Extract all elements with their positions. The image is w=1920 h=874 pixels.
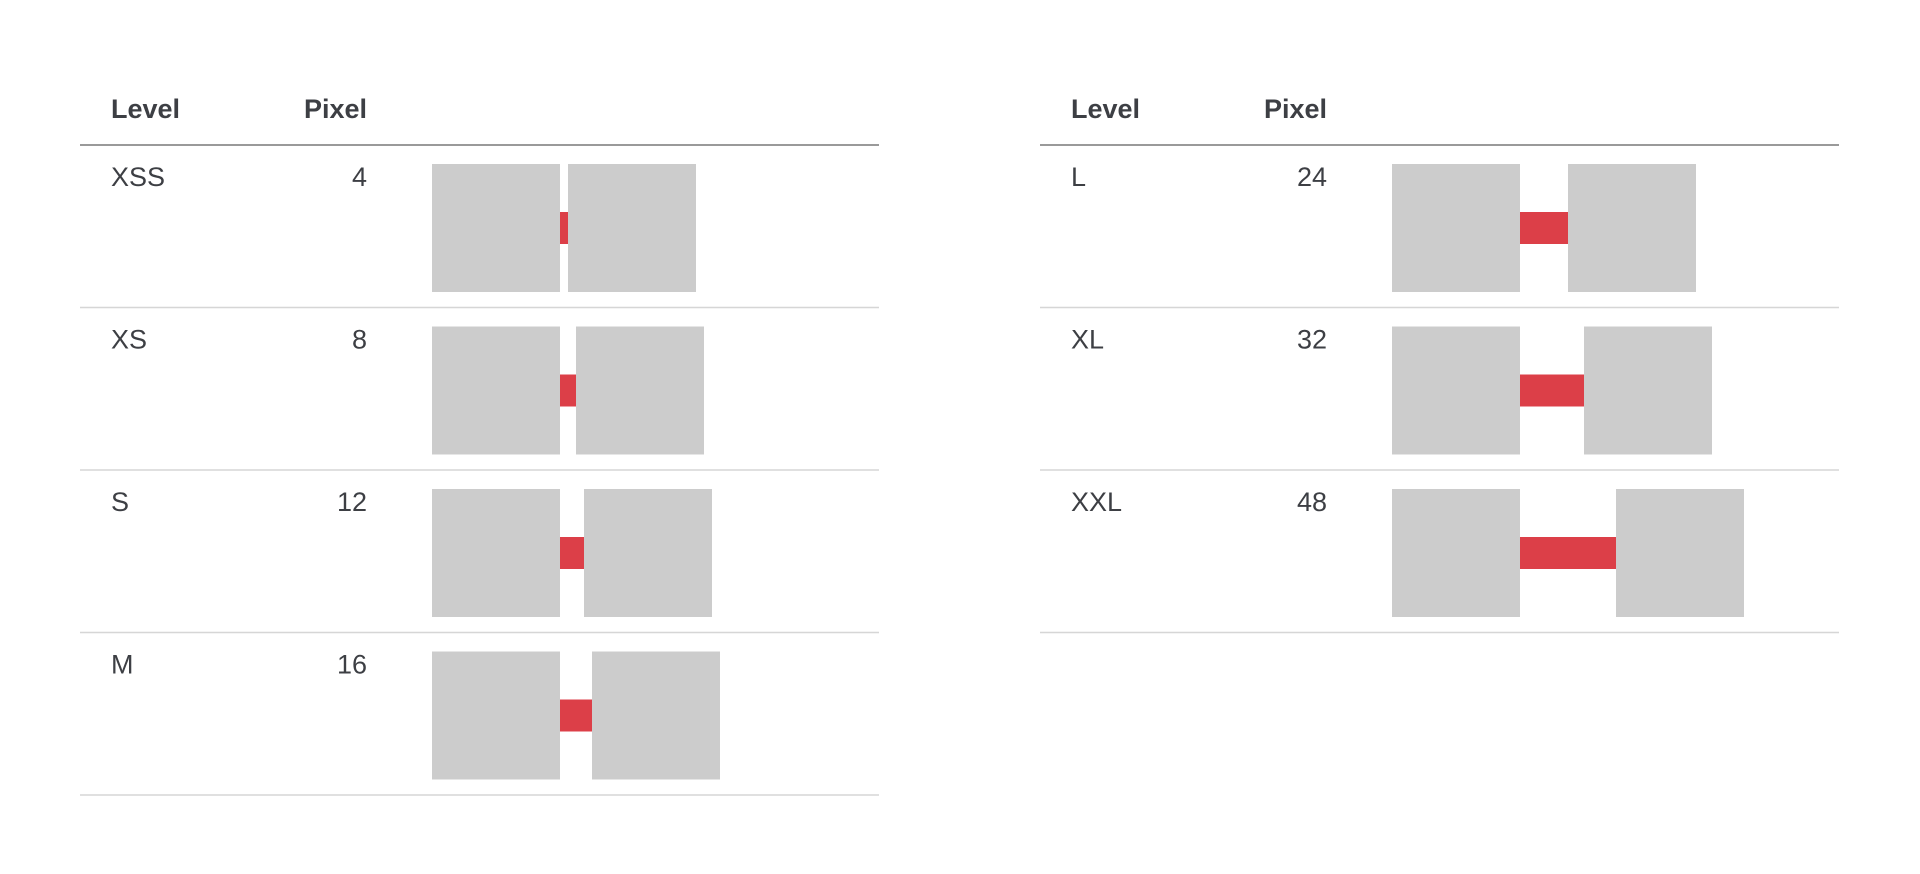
level-cell: XSS [111,162,165,192]
level-cell: L [1071,162,1086,192]
box-left [1392,164,1520,292]
box-left [432,489,560,617]
spacing-bar [1520,537,1616,569]
spacing-bar [560,699,592,732]
level-cell: XL [1071,325,1104,355]
pixel-cell: 24 [1297,162,1327,192]
box-right [1568,164,1696,292]
box-left [1392,326,1520,455]
box-right [592,651,720,780]
spacing-bar [1520,374,1584,407]
level-cell: XS [111,325,147,355]
level-cell: S [111,487,129,517]
box-right [576,326,704,455]
pixel-cell: 48 [1297,487,1327,517]
pixel-cell: 16 [337,650,367,680]
level-cell: M [111,650,134,680]
box-left [432,164,560,292]
box-right [568,164,696,292]
spacing-bar [560,212,568,244]
header-level: Level [1071,94,1140,124]
box-right [1616,489,1744,617]
header-pixel: Pixel [1264,94,1327,124]
level-cell: XXL [1071,487,1122,517]
box-right [1584,326,1712,455]
pixel-cell: 12 [337,487,367,517]
pixel-cell: 4 [352,162,367,192]
pixel-cell: 8 [352,325,367,355]
box-right [584,489,712,617]
spacing-bar [560,374,576,407]
header-pixel: Pixel [304,94,367,124]
spacing-bar [560,537,584,569]
box-left [432,651,560,780]
box-left [1392,489,1520,617]
box-left [432,326,560,455]
pixel-cell: 32 [1297,325,1327,355]
header-level: Level [111,94,180,124]
spacing-bar [1520,212,1568,244]
